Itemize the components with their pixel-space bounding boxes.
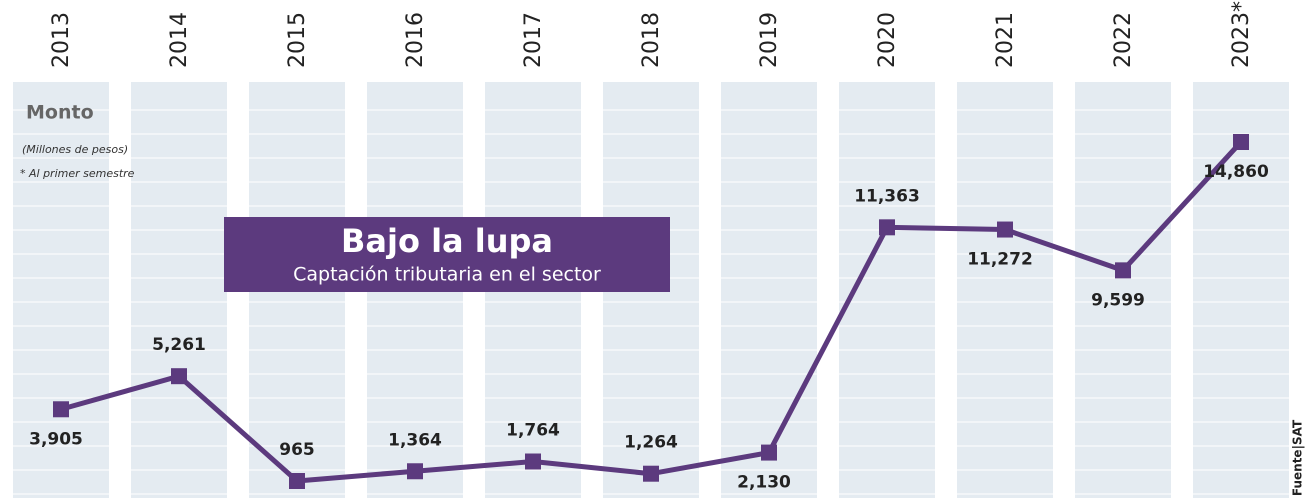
- x-tick-label: 2018: [639, 12, 664, 68]
- data-label: 1,264: [624, 433, 678, 453]
- column-band: [957, 82, 1053, 498]
- point: [171, 368, 187, 385]
- column-band: [131, 82, 227, 498]
- x-tick-label: 2013: [49, 12, 74, 68]
- data-label: 1,764: [506, 421, 560, 441]
- title-box: [224, 217, 670, 292]
- point: [997, 221, 1013, 238]
- footnote: * Al primer semestre: [20, 167, 135, 180]
- point: [289, 473, 305, 489]
- column-band: [13, 82, 109, 498]
- data-label: 2,130: [737, 473, 791, 493]
- data-label: 11,272: [967, 250, 1033, 270]
- x-tick-label: 2019: [757, 12, 782, 68]
- unit-note: (Millones de pesos): [22, 143, 128, 156]
- data-label: 1,364: [388, 430, 442, 450]
- point: [1233, 134, 1249, 150]
- source: Fuente|SAT: [1291, 419, 1305, 496]
- x-tick-label: 2022: [1111, 12, 1136, 68]
- data-label: 14,860: [1203, 162, 1269, 182]
- data-label: 965: [279, 440, 315, 460]
- x-tick-label: 2020: [875, 12, 900, 68]
- x-tick-label: 2014: [167, 12, 192, 68]
- y-axis-label: Monto: [26, 102, 94, 124]
- point: [879, 219, 895, 236]
- x-tick-label: 2015: [285, 12, 310, 68]
- column-band: [1193, 82, 1289, 498]
- data-label: 9,599: [1091, 290, 1145, 310]
- x-tick-label: 2016: [403, 12, 428, 68]
- data-label: 3,905: [29, 429, 83, 449]
- data-label: 5,261: [152, 335, 206, 355]
- point: [53, 401, 69, 418]
- point: [643, 465, 659, 482]
- point: [761, 444, 777, 461]
- point: [1115, 262, 1131, 279]
- column-band: [1075, 82, 1171, 498]
- point: [525, 453, 541, 470]
- data-label: 11,363: [854, 186, 920, 206]
- chart-title: Bajo la lupa: [341, 222, 553, 260]
- x-tick-label: 2023*: [1229, 1, 1254, 68]
- x-tick-label: 2017: [521, 12, 546, 68]
- column-band: [721, 82, 817, 498]
- chart-subtitle: Captación tributaria en el sector: [293, 264, 601, 286]
- x-tick-label: 2021: [993, 12, 1018, 68]
- point: [407, 463, 423, 480]
